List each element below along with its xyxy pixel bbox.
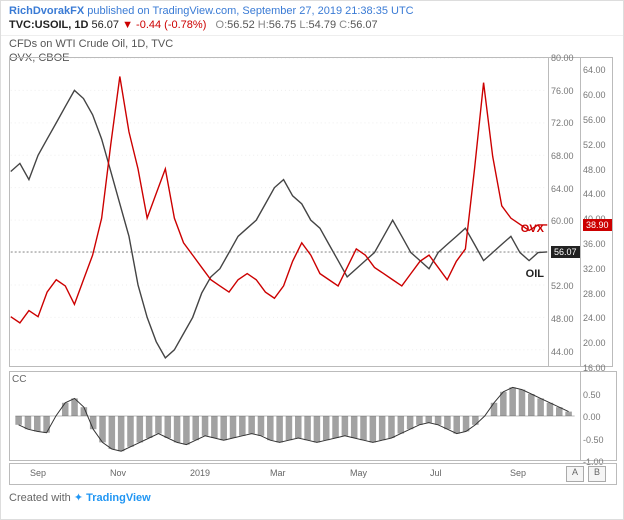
quote-line: TVC:USOIL, 1D 56.07 ▼ -0.44 (-0.78%) O:5… (9, 19, 615, 31)
right-y-axis: 16.0020.0024.0028.0032.0036.0040.0044.00… (581, 57, 613, 367)
chart-title-1: CFDs on WTI Crude Oil, 1D, TVC (1, 36, 623, 52)
footer-credit: Created with ✦ TradingView (9, 491, 151, 504)
price-chart-svg (10, 58, 548, 366)
created-with: Created with (9, 492, 74, 504)
timeframe-b-button[interactable]: B (588, 466, 606, 482)
ovx-label: OVX (521, 223, 544, 235)
last-price: 56.07 (92, 19, 120, 31)
symbol-text: TVC:USOIL, 1D (9, 19, 88, 31)
cc-indicator-panel[interactable]: CC (9, 371, 581, 461)
change-text: ▼ -0.44 (-0.78%) (122, 19, 206, 31)
left-y-axis: 44.0048.0052.0056.0060.0064.0068.0072.00… (549, 57, 581, 367)
ohlc-block: O:56.52 H:56.75 L:54.79 C:56.07 (216, 19, 378, 31)
cc-chart-svg (10, 372, 580, 460)
publish-info: published on TradingView.com, September … (87, 5, 413, 17)
author-name: RichDvorakFX (9, 5, 84, 17)
oil-label: OIL (526, 268, 544, 280)
main-chart-panel[interactable]: OVX OIL (9, 57, 549, 367)
cc-y-axis: 0.500.00-0.50-1.00 (581, 371, 617, 461)
x-axis[interactable]: SepNov2019MarMayJulSep A B (9, 463, 617, 485)
timeframe-a-button[interactable]: A (566, 466, 584, 482)
chart-header: RichDvorakFX published on TradingView.co… (1, 1, 623, 36)
chart-container: RichDvorakFX published on TradingView.co… (0, 0, 624, 520)
brand-name: TradingView (86, 492, 151, 504)
publish-line: RichDvorakFX published on TradingView.co… (9, 5, 615, 17)
tradingview-logo-icon: ✦ (74, 492, 83, 504)
